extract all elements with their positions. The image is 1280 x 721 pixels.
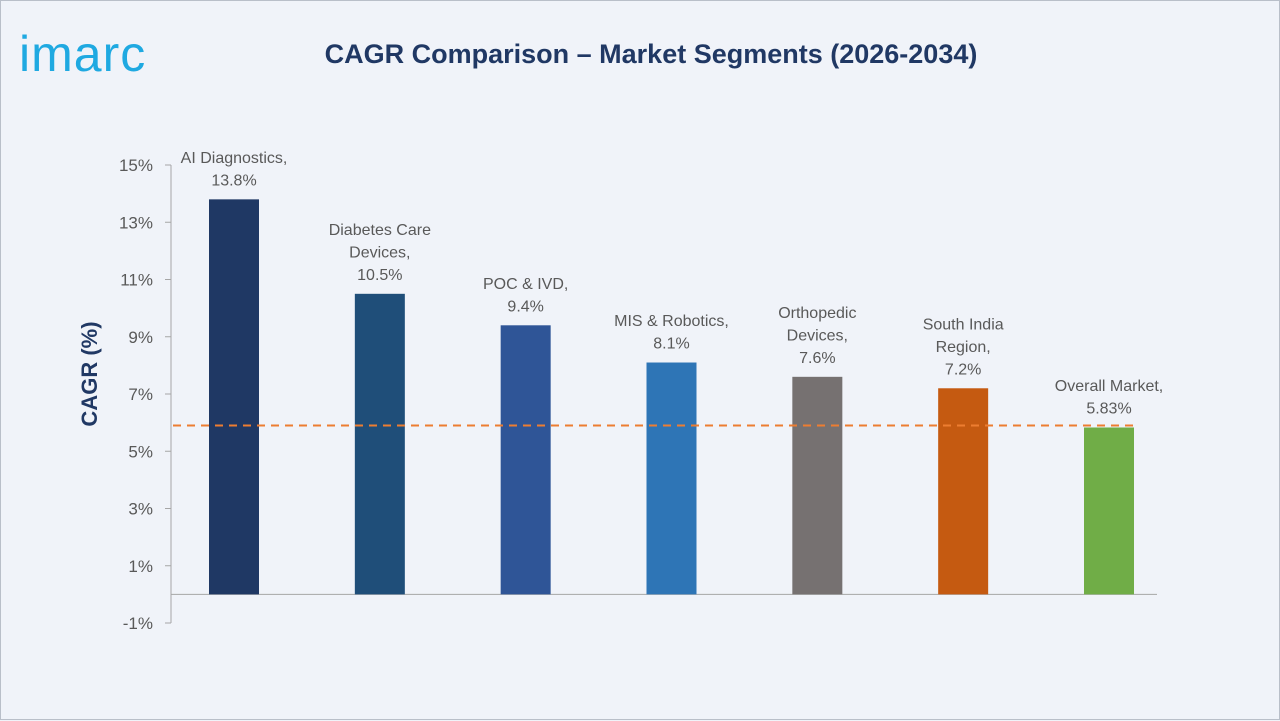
data-label: POC & IVD,	[483, 276, 568, 293]
data-label: MIS & Robotics,	[614, 313, 729, 330]
bar	[938, 388, 989, 595]
data-label: Orthopedic	[778, 305, 856, 322]
y-tick-label: 13%	[119, 213, 153, 232]
data-label: Devices,	[787, 327, 848, 344]
data-label: 5.83%	[1086, 400, 1131, 417]
data-label: 7.2%	[945, 361, 981, 378]
y-tick-label: 5%	[128, 442, 153, 461]
data-label: South India	[923, 316, 1004, 333]
y-tick-label: 3%	[128, 500, 153, 519]
data-label: Region,	[936, 339, 991, 356]
data-label: 8.1%	[653, 336, 689, 353]
bar	[500, 325, 551, 595]
y-tick-label: 11%	[120, 271, 153, 290]
y-axis-title: CAGR (%)	[77, 321, 102, 426]
bar	[209, 199, 259, 595]
data-label: AI Diagnostics,	[181, 150, 288, 167]
y-tick-label: -1%	[123, 614, 153, 633]
data-label: 7.6%	[799, 350, 835, 367]
bar	[354, 293, 405, 595]
data-label: 13.8%	[211, 172, 256, 189]
data-label: 9.4%	[507, 298, 543, 315]
chart-title: CAGR Comparison – Market Segments (2026-…	[324, 39, 978, 69]
y-tick-label: 9%	[128, 328, 153, 347]
data-label: Overall Market,	[1055, 378, 1163, 395]
bar	[1084, 427, 1134, 595]
y-tick-label: 15%	[119, 156, 153, 175]
imarc-logo: imarc	[19, 26, 147, 82]
data-label: Devices,	[349, 244, 410, 261]
bar	[646, 362, 697, 595]
y-tick-label: 1%	[128, 557, 153, 576]
y-tick-label: 7%	[128, 385, 153, 404]
data-label: 10.5%	[357, 267, 402, 284]
data-label: Diabetes Care	[329, 222, 431, 239]
bar	[792, 376, 843, 595]
